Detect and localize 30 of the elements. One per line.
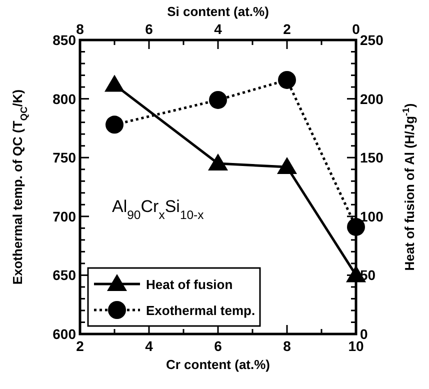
- point: [277, 157, 297, 174]
- y2-tick-label: 200: [360, 90, 384, 107]
- x-tick-label: 4: [145, 338, 154, 354]
- y-tick-label: 750: [52, 150, 76, 166]
- x2-tick-label: 2: [283, 21, 292, 37]
- y-tick-label: 700: [52, 208, 76, 224]
- x2-tick-label: 6: [145, 21, 154, 37]
- point: [104, 74, 124, 92]
- point: [278, 70, 296, 89]
- x-tick-label: 2: [76, 338, 84, 354]
- annotation: Al$_{90}$Cr$_{x}$Si$_{10-x}$: [112, 197, 204, 222]
- point: [209, 90, 227, 109]
- x-tick-label: 6: [214, 338, 222, 354]
- x2-tick-label: 0: [352, 21, 360, 37]
- y2-tick-label: 100: [360, 208, 384, 224]
- x2-tick-label: 8: [76, 21, 84, 37]
- y-tick-label: 600: [52, 326, 76, 342]
- y-tick-label: 650: [52, 267, 76, 284]
- legend-label: Heat of fusion: [146, 277, 233, 292]
- y-tick-label: 800: [52, 90, 76, 107]
- x2-tick-label: 4: [214, 21, 222, 37]
- point: [106, 116, 124, 134]
- legend-label: Exothermal temp.: [146, 303, 256, 318]
- y2-tick-label: 250: [360, 32, 384, 48]
- point: [208, 153, 228, 170]
- x-axis-title: Cr content (at.%): [166, 357, 270, 372]
- y2-tick-label: 150: [360, 150, 384, 166]
- x-tick-label: 8: [283, 338, 292, 354]
- x2-axis-title: Si content (at.%): [167, 4, 269, 19]
- y-tick-label: 850: [52, 32, 76, 48]
